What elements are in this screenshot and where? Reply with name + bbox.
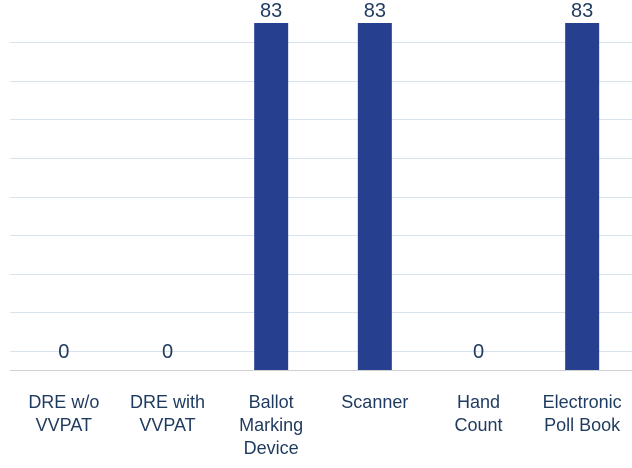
category-label: Ballot Marking Device [239,392,303,458]
category-label-line: Device [244,438,299,458]
category-label-line: Ballot [249,392,294,412]
bar [565,23,600,370]
category-label-line: Scanner [341,392,408,412]
category-label-line: VVPAT [36,415,92,435]
category-label-line: Marking [239,415,303,435]
category-label-line: DRE w/o [28,392,99,412]
data-label: 83 [571,0,593,22]
data-label: 0 [162,341,173,363]
category-label-line: Hand [457,392,500,412]
data-label: 0 [473,341,484,363]
data-label: 0 [58,341,69,363]
category-label: Scanner [341,392,408,412]
data-label: 83 [364,0,386,22]
category-label-line: Count [454,415,502,435]
category-label: DRE w/o VVPAT [28,392,99,435]
bar [357,23,392,370]
category-label-line: Poll Book [544,415,621,435]
bar [254,23,289,370]
category-label: Electronic Poll Book [543,392,622,435]
category-label: Hand Count [454,392,502,435]
data-label: 83 [260,0,282,22]
category-label: DRE with VVPAT [130,392,205,435]
category-label-line: Electronic [543,392,622,412]
category-label-line: DRE with [130,392,205,412]
category-label-line: VVPAT [139,415,195,435]
